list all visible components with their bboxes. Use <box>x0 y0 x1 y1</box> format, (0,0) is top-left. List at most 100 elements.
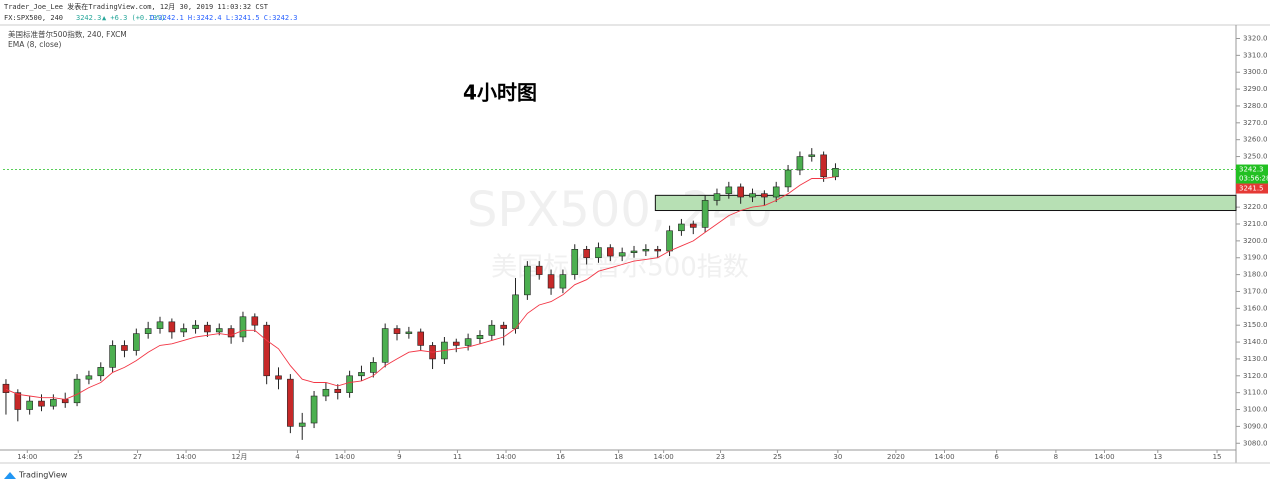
candle-body <box>595 247 602 259</box>
candle-body <box>2 383 10 393</box>
x-tick-label: 9 <box>397 453 401 461</box>
x-tick-label: 14:00 <box>176 453 196 461</box>
candle-body <box>322 388 330 397</box>
candle-body <box>772 186 780 198</box>
candle-body <box>524 265 531 296</box>
candle-body <box>97 367 105 377</box>
candle-body <box>405 331 413 334</box>
x-tick-label: 14:00 <box>17 453 37 461</box>
candle-body <box>168 321 176 333</box>
candle-body <box>310 395 318 424</box>
candle-body <box>121 345 128 351</box>
legend-indicator: EMA (8, close) <box>8 40 62 49</box>
candle-body <box>820 154 827 178</box>
candle-body <box>607 247 614 257</box>
x-tick-label: 14:00 <box>934 453 954 461</box>
y-tick-label: 3130.0 <box>1243 355 1268 363</box>
x-tick-label: 12月 <box>231 453 247 461</box>
candle-body <box>73 378 81 404</box>
y-tick-label: 3310.0 <box>1243 51 1268 59</box>
x-tick-label: 30 <box>833 453 842 461</box>
x-tick-label: 4 <box>295 453 300 461</box>
x-tick-label: 14:00 <box>654 453 674 461</box>
candle-body <box>358 372 365 377</box>
last-price-tag <box>1236 164 1268 184</box>
x-tick-label: 23 <box>716 453 725 461</box>
x-tick-label: 16 <box>556 453 565 461</box>
candle-body <box>133 333 140 351</box>
candle-body <box>784 169 792 188</box>
candle-body <box>642 249 650 252</box>
candle-body <box>370 362 377 373</box>
candle-body <box>761 193 768 198</box>
quote: 3242.3 <box>76 14 101 22</box>
x-tick-label: 11 <box>453 453 462 461</box>
y-tick-label: 3140.0 <box>1243 338 1268 346</box>
y-tick-label: 3300.0 <box>1243 68 1268 76</box>
candle-body <box>559 274 567 289</box>
candle-body <box>215 328 223 333</box>
y-tick-label: 3080.0 <box>1243 439 1268 447</box>
candle-body <box>61 399 69 404</box>
y-tick-label: 3120.0 <box>1243 372 1268 380</box>
y-tick-label: 3250.0 <box>1243 153 1268 161</box>
ema-line <box>5 176 836 400</box>
x-tick-label: 8 <box>1054 453 1058 461</box>
candle-body <box>512 294 519 329</box>
x-tick-label: 6 <box>994 453 999 461</box>
countdown: 03:56:28 <box>1239 175 1270 183</box>
candle-body <box>381 328 389 363</box>
x-tick-label: 15 <box>1213 453 1222 461</box>
y-tick-label: 3200.0 <box>1243 237 1268 245</box>
logo-icon <box>4 472 16 479</box>
candle-body <box>346 375 353 393</box>
candle-body <box>204 324 211 333</box>
symbol: FX:SPX500, 240 <box>4 14 63 22</box>
candle-body <box>227 328 235 338</box>
x-tick-label: 14:00 <box>335 453 355 461</box>
y-tick-label: 3290.0 <box>1243 85 1268 93</box>
change: ▲ +6.3 (+0.19%) <box>102 14 165 22</box>
candle-body <box>488 324 496 336</box>
candle-body <box>583 249 590 259</box>
candle-body <box>666 230 673 252</box>
candle-body <box>737 186 744 198</box>
y-tick-label: 3090.0 <box>1243 422 1268 430</box>
y-tick-label: 3160.0 <box>1243 304 1268 312</box>
candle-body <box>547 274 555 289</box>
x-tick-label: 27 <box>133 453 142 461</box>
candle-body <box>725 186 733 194</box>
candle-body <box>287 378 294 427</box>
candle-body <box>14 392 22 410</box>
y-tick-label: 3280.0 <box>1243 102 1268 110</box>
candle-body <box>654 249 662 252</box>
candle-body <box>832 168 839 178</box>
candle-body <box>452 341 460 346</box>
y-tick-label: 3320.0 <box>1243 34 1268 42</box>
x-tick-label: 13 <box>1153 453 1162 461</box>
candle-body <box>796 156 804 171</box>
y-tick-label: 3150.0 <box>1243 321 1268 329</box>
y-tick-label: 3100.0 <box>1243 406 1268 414</box>
candle-body <box>263 324 270 377</box>
candle-body <box>417 331 425 346</box>
y-tick-label: 3110.0 <box>1243 389 1268 397</box>
candle-body <box>500 324 507 329</box>
candle-body <box>689 223 697 228</box>
y-tick-label: 3260.0 <box>1243 136 1268 144</box>
candle-body <box>251 316 259 326</box>
candle-body <box>38 400 45 407</box>
candle-body <box>298 422 306 427</box>
candle-body <box>275 375 282 380</box>
candle-body <box>630 250 638 253</box>
x-tick-label: 18 <box>614 453 623 461</box>
zone <box>654 194 1237 212</box>
candle-body <box>571 249 579 275</box>
x-tick-label: 25 <box>74 453 83 461</box>
candle-body <box>464 338 472 346</box>
candle-body <box>26 400 33 410</box>
candle-body <box>156 321 164 329</box>
x-tick-label: 14:00 <box>1094 453 1114 461</box>
